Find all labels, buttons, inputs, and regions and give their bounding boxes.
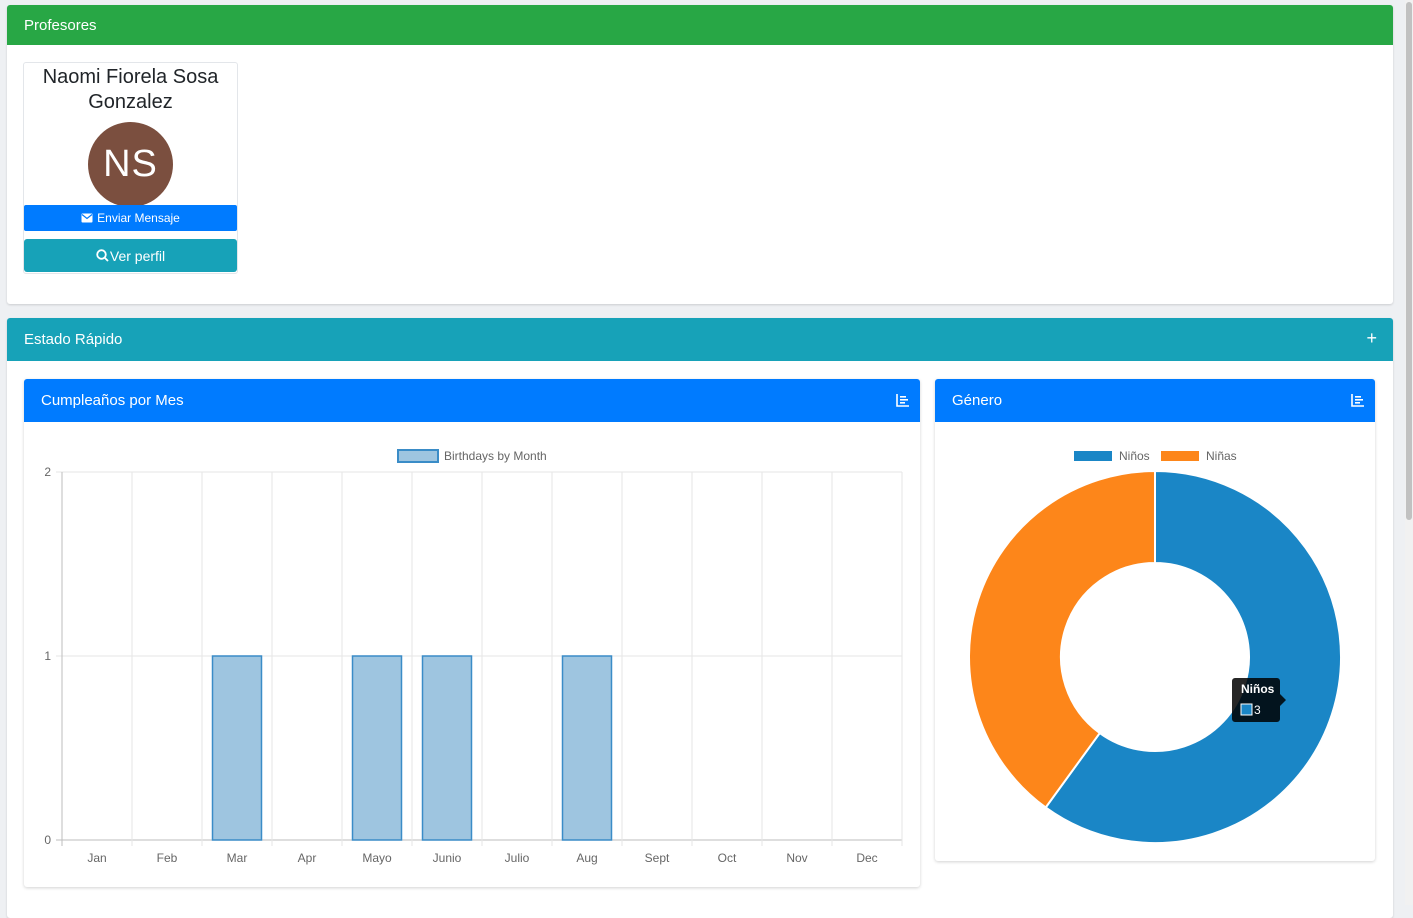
bar-mar	[211, 655, 263, 841]
chart-tooltip: Niños 3	[1232, 678, 1286, 722]
estado-rapido-header: Estado Rápido +	[7, 318, 1393, 361]
x-tick-label: Jan	[87, 851, 106, 865]
chart-legend: Niños Niñas	[1074, 449, 1237, 463]
envelope-icon	[81, 213, 93, 223]
legend-swatch-birthdays	[397, 449, 439, 463]
legend-swatch-0	[1074, 451, 1112, 461]
estado-rapido-panel: Estado Rápido + Cumpleaños por Mes Birth…	[7, 318, 1393, 918]
slice-0	[1044, 469, 1342, 844]
gender-card-title: Género	[952, 392, 1003, 409]
x-tick-label: Mar	[227, 851, 248, 865]
avatar-initials: NS	[103, 143, 158, 185]
x-tick-label: Junio	[433, 851, 462, 865]
bar-chart-icon[interactable]	[896, 393, 910, 407]
gender-card: Género Niños Niñas Niños 3	[935, 379, 1375, 861]
x-tick-label: Dec	[856, 851, 877, 865]
y-tick-label: 0	[44, 833, 51, 847]
profesores-title: Profesores	[24, 16, 97, 34]
y-tick-label: 2	[44, 465, 51, 479]
gender-doughnut-chart: Niños Niñas Niños 3	[968, 449, 1342, 844]
view-profile-button[interactable]: Ver perfil	[24, 239, 237, 272]
legend-label-0: Niños	[1119, 449, 1150, 463]
avatar: NS	[88, 122, 173, 207]
slice-1	[968, 469, 1156, 809]
x-tick-label: Aug	[576, 851, 597, 865]
x-tick-label: Apr	[298, 851, 317, 865]
birthdays-card: Cumpleaños por Mes Birthdays by Month 2 1 0…	[24, 379, 920, 887]
legend-label-1: Niñas	[1206, 449, 1237, 463]
bar-mayo	[351, 655, 403, 841]
teacher-name: Naomi Fiorela Sosa Gonzalez	[42, 66, 219, 113]
legend-swatch-1	[1161, 451, 1199, 461]
bar-junio	[421, 655, 473, 841]
profesores-header: Profesores	[7, 5, 1393, 45]
x-tick-label: Feb	[157, 851, 178, 865]
tooltip-swatch	[1240, 703, 1253, 716]
gender-card-header: Género	[935, 379, 1375, 422]
tooltip-value: 3	[1254, 703, 1261, 717]
birthdays-bar-chart: Birthdays by Month 2 1 0 Jan Feb Mar Apr Mayo Jun…	[44, 449, 903, 865]
teacher-card: Naomi Fiorela Sosa Gonzalez NS Enviar Me…	[23, 62, 238, 274]
x-tick-label: Nov	[786, 851, 807, 865]
send-message-label: Enviar Mensaje	[97, 211, 180, 225]
birthdays-card-header: Cumpleaños por Mes	[24, 379, 920, 422]
scrollbar-thumb[interactable]	[1406, 2, 1412, 520]
view-profile-label: Ver perfil	[109, 247, 166, 264]
bar-chart-icon[interactable]	[1351, 393, 1365, 407]
estado-rapido-title: Estado Rápido	[24, 331, 123, 348]
legend-label-birthdays: Birthdays by Month	[444, 449, 547, 463]
send-message-button[interactable]: Enviar Mensaje	[24, 205, 237, 231]
tooltip-label: Niños	[1241, 682, 1275, 696]
bar-aug	[561, 655, 613, 841]
birthdays-card-title: Cumpleaños por Mes	[41, 392, 184, 409]
plus-icon[interactable]: +	[1366, 328, 1377, 348]
x-tick-label: Sept	[645, 851, 670, 865]
x-tick-label: Mayo	[362, 851, 392, 865]
x-tick-label: Oct	[718, 851, 737, 865]
chart-legend: Birthdays by Month	[397, 449, 547, 463]
profesores-panel: Profesores Naomi Fiorela Sosa Gonzalez N…	[7, 5, 1393, 304]
search-icon	[96, 249, 109, 262]
x-tick-label: Julio	[505, 851, 530, 865]
y-tick-label: 1	[44, 649, 51, 663]
scrollbar[interactable]	[1405, 0, 1413, 905]
